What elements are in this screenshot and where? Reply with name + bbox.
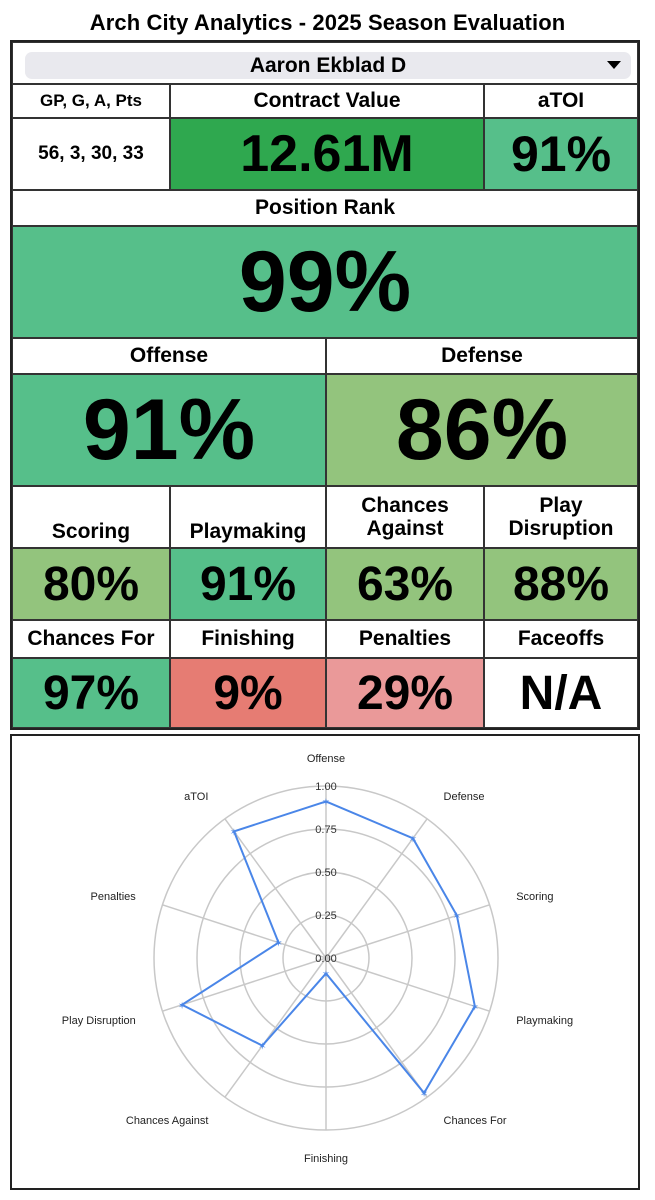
defense-label: Defense	[326, 338, 638, 374]
chances-against-label-text: Chances Against	[361, 493, 449, 540]
radar-point: ✶	[420, 1089, 428, 1100]
radar-point: ✶	[471, 1002, 479, 1013]
player-select[interactable]: Aaron Ekblad D	[25, 52, 631, 79]
radar-point: ✶	[322, 797, 330, 808]
finishing-label: Finishing	[170, 620, 326, 658]
radar-spoke-7	[162, 957, 327, 1012]
penalties-label: Penalties	[326, 620, 484, 658]
radar-tick-label: 1.00	[315, 781, 336, 793]
playmaking-value: 91%	[170, 548, 326, 620]
radar-category-label: Chances Against	[126, 1115, 209, 1127]
radar-spoke-8	[162, 904, 327, 959]
atoi-value: 91%	[484, 118, 638, 190]
radar-tick-label: 0.75	[315, 824, 336, 836]
radar-point: ✶	[258, 1042, 266, 1053]
chances-for-label: Chances For	[12, 620, 170, 658]
chances-against-label: Chances Against	[326, 486, 484, 548]
position-rank-value: 99%	[12, 226, 638, 338]
play-disruption-label: Play Disruption	[484, 486, 638, 548]
faceoffs-label: Faceoffs	[484, 620, 638, 658]
offense-value: 91%	[12, 374, 326, 486]
radar-category-label: Defense	[444, 791, 485, 803]
position-rank-label: Position Rank	[12, 190, 638, 226]
radar-tick-label: 0.00	[315, 953, 336, 965]
offense-label: Offense	[12, 338, 326, 374]
playmaking-label: Playmaking	[170, 486, 326, 548]
radar-spoke-6	[224, 957, 327, 1098]
radar-category-label: Playmaking	[516, 1015, 573, 1027]
radar-category-label: Penalties	[91, 891, 137, 903]
scoring-value: 80%	[12, 548, 170, 620]
radar-point: ✶	[322, 969, 330, 980]
radar-spoke-9	[224, 818, 327, 959]
radar-category-label: Offense	[307, 753, 345, 765]
radar-category-label: Play Disruption	[62, 1015, 136, 1027]
gp-value: 56, 3, 30, 33	[12, 118, 170, 190]
chances-against-value: 63%	[326, 548, 484, 620]
radar-tick-label: 0.25	[315, 910, 336, 922]
radar-category-label: Scoring	[516, 891, 553, 903]
player-select-value: Aaron Ekblad D	[249, 53, 407, 77]
radar-point: ✶	[453, 911, 461, 922]
radar-spoke-4	[325, 957, 428, 1098]
radar-category-label: Chances For	[444, 1115, 507, 1127]
radar-category-label: Finishing	[304, 1153, 348, 1165]
evaluation-grid: Aaron Ekblad D GP, G, A, Pts Contract Va…	[10, 40, 640, 730]
play-disruption-value: 88%	[484, 548, 638, 620]
radar-series-line	[180, 800, 476, 1095]
faceoffs-value: N/A	[484, 658, 638, 728]
gp-label: GP, G, A, Pts	[12, 84, 170, 118]
radar-tick-label: 0.50	[315, 867, 336, 879]
contract-label: Contract Value	[170, 84, 484, 118]
penalties-value: 29%	[326, 658, 484, 728]
radar-spoke-2	[325, 904, 490, 959]
chances-for-value: 97%	[12, 658, 170, 728]
scoring-label: Scoring	[12, 486, 170, 548]
radar-spoke-3	[325, 957, 490, 1012]
radar-chart-svg: 0.00 0.25 0.50 0.75 1.00 Offense Defense Scorin…	[62, 753, 573, 1165]
finishing-value: 9%	[170, 658, 326, 728]
contract-value: 12.61M	[170, 118, 484, 190]
defense-value: 86%	[326, 374, 638, 486]
play-disruption-label-text: Play Disruption	[508, 493, 614, 540]
atoi-label: aTOI	[484, 84, 638, 118]
radar-point: ✶	[230, 827, 238, 838]
page-title: Arch City Analytics - 2025 Season Evalua…	[89, 10, 566, 35]
radar-point: ✶	[274, 939, 282, 950]
radar-spoke-1	[325, 818, 428, 959]
radar-category-label: aTOI	[184, 791, 208, 803]
chevron-down-icon[interactable]	[607, 61, 621, 69]
player-select-row: Aaron Ekblad D	[12, 42, 638, 84]
radar-point: ✶	[409, 834, 417, 845]
radar-chart: 0.00 0.25 0.50 0.75 1.00 Offense Defense Scorin…	[10, 734, 640, 1190]
radar-point: ✶	[178, 1001, 186, 1012]
